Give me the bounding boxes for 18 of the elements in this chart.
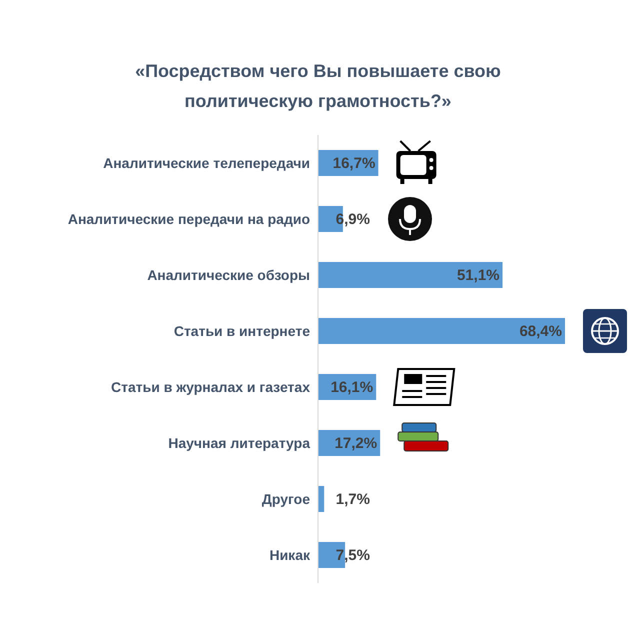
data-label: 1,7%	[336, 491, 370, 508]
bar	[318, 318, 565, 344]
bar	[318, 262, 503, 288]
y-tick-label: Аналитические обзоры	[147, 266, 310, 283]
bar	[318, 486, 324, 512]
y-tick-label: Аналитические телепередачи	[103, 154, 310, 171]
y-tick-label: Никак	[269, 546, 311, 563]
chart-title: «Посредством чего Вы повышаете свою политическую грамотность?»	[134, 60, 502, 113]
data-label: 51,1%	[456, 267, 500, 284]
data-label: 17,2%	[334, 435, 378, 452]
y-tick-label: Другое	[262, 490, 310, 507]
data-label: 16,1%	[330, 379, 374, 396]
y-tick-label: Статьи в интернете	[174, 322, 310, 339]
y-tick-label: Статьи в журналах и газетах	[111, 378, 310, 395]
data-label: 68,4%	[519, 323, 562, 340]
y-tick-label: Аналитические передачи на радио	[68, 210, 310, 227]
y-tick-label: Научная литература	[168, 434, 310, 451]
data-label: 16,7%	[332, 155, 376, 172]
